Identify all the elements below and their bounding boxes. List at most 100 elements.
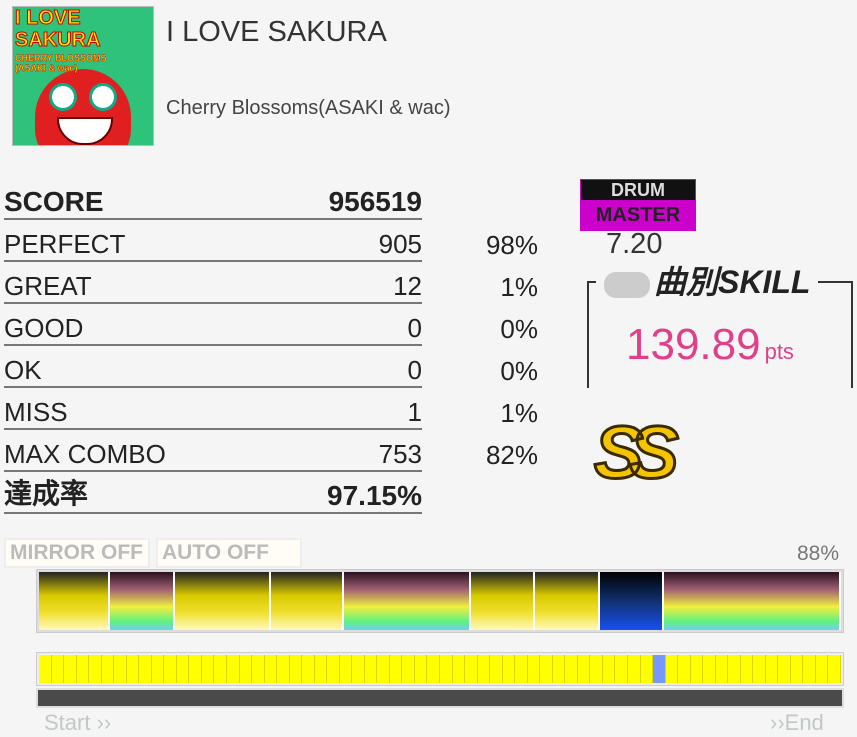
combo-cell [189, 655, 202, 683]
combo-cell [377, 655, 390, 683]
section-yellow [535, 572, 600, 630]
result-value: 0 [252, 345, 422, 388]
combo-cell [427, 655, 440, 683]
combo-cell [76, 655, 90, 683]
jacket-logo: I LOVE SAKURA [15, 7, 102, 52]
album-jacket: I LOVE SAKURA CHERRY BLOSSOMS (ASAKI & wac… [12, 6, 154, 146]
combo-cell [314, 655, 328, 683]
seek-bar[interactable] [36, 688, 844, 708]
combo-cell [502, 655, 516, 683]
results-table: SCORE 956519 PERFECT 905 98% GREAT 12 1% GOOD 0 0%… [4, 178, 538, 514]
combo-cell [164, 655, 177, 683]
result-label: 達成率 [4, 471, 252, 514]
seek-start-label: Start ›› [44, 710, 112, 735]
result-row: 達成率 97.15% [4, 471, 538, 514]
result-row: MAX COMBO 753 82% [4, 429, 538, 472]
skill-label-text: 曲別SKILL [654, 264, 811, 300]
combo-cell [201, 655, 215, 683]
result-percent [422, 471, 538, 513]
result-row: MISS 1 1% [4, 387, 538, 430]
seek-end-label: ››End [770, 710, 824, 735]
combo-cell [289, 655, 303, 683]
result-label: GREAT [4, 261, 252, 304]
result-label: MAX COMBO [4, 429, 252, 472]
skill-label: 曲別SKILL [596, 264, 819, 300]
combo-cell [339, 655, 353, 683]
combo-cell [527, 655, 541, 683]
jacket-eye [89, 83, 117, 111]
result-value: 97.15% [252, 471, 422, 514]
combo-break-cell [653, 655, 666, 683]
result-percent: 1% [500, 272, 538, 302]
section-rainbow [109, 572, 175, 630]
result-value: 905 [252, 219, 422, 262]
combo-cell [402, 655, 415, 683]
song-artist: Cherry Blossoms(ASAKI & wac) [166, 97, 451, 119]
difficulty-name: MASTER [581, 200, 695, 230]
combo-cell [389, 655, 403, 683]
combo-cell [64, 655, 77, 683]
combo-cell [302, 655, 315, 683]
combo-cell [577, 655, 591, 683]
combo-cell [815, 655, 829, 683]
section-yellow [39, 572, 110, 630]
combo-graph [36, 652, 844, 686]
result-row: GREAT 12 1% [4, 261, 538, 304]
combo-cell [477, 655, 491, 683]
result-label: GOOD [4, 303, 252, 346]
jacket-eye [49, 83, 77, 111]
combo-cell [327, 655, 340, 683]
result-row: OK 0 0% [4, 345, 538, 388]
instrument-label: DRUM [581, 180, 695, 200]
result-value: 12 [252, 261, 422, 304]
result-percent: 0% [500, 356, 538, 386]
combo-cell [602, 655, 616, 683]
combo-cell [615, 655, 628, 683]
difficulty-badge: DRUM MASTER [580, 179, 696, 231]
result-value: 1 [252, 387, 422, 430]
jacket-logo-sub: CHERRY BLOSSOMS (ASAKI & wac) [15, 53, 107, 73]
combo-cell [728, 655, 741, 683]
jacket-character [35, 69, 131, 145]
combo-cell [540, 655, 553, 683]
combo-cell [590, 655, 603, 683]
jacket-mouth [57, 117, 113, 145]
combo-cell [703, 655, 716, 683]
combo-cell [126, 655, 140, 683]
result-value: 956519 [252, 178, 422, 220]
combo-cell [790, 655, 804, 683]
combo-cell [778, 655, 791, 683]
result-label: MISS [4, 387, 252, 430]
combo-cell [753, 655, 766, 683]
combo-cell [803, 655, 816, 683]
combo-cell [214, 655, 227, 683]
combo-cell [515, 655, 528, 683]
combo-cell [627, 655, 641, 683]
combo-cell [89, 655, 102, 683]
combo-cell [490, 655, 503, 683]
mirror-option: MIRROR OFF [4, 538, 150, 568]
combo-cell [565, 655, 578, 683]
combo-cell [39, 655, 52, 683]
combo-cell [51, 655, 65, 683]
song-title: I LOVE SAKURA [166, 16, 387, 48]
combo-cell [740, 655, 754, 683]
section-blue [599, 572, 664, 630]
combo-cell [828, 655, 841, 683]
result-label: OK [4, 345, 252, 388]
combo-cell [665, 655, 679, 683]
section-yellow [174, 572, 272, 630]
combo-cell [414, 655, 428, 683]
section-graph [36, 569, 844, 633]
result-label: PERFECT [4, 219, 252, 262]
combo-cell [640, 655, 654, 683]
section-rainbow [343, 572, 472, 630]
combo-cell [151, 655, 165, 683]
result-percent: 98% [485, 230, 538, 260]
combo-cell [139, 655, 152, 683]
rank-badge: SS [593, 410, 681, 496]
combo-cell [440, 655, 453, 683]
combo-cell [101, 655, 115, 683]
result-percent [422, 178, 538, 219]
skill-unit: pts [764, 339, 794, 364]
